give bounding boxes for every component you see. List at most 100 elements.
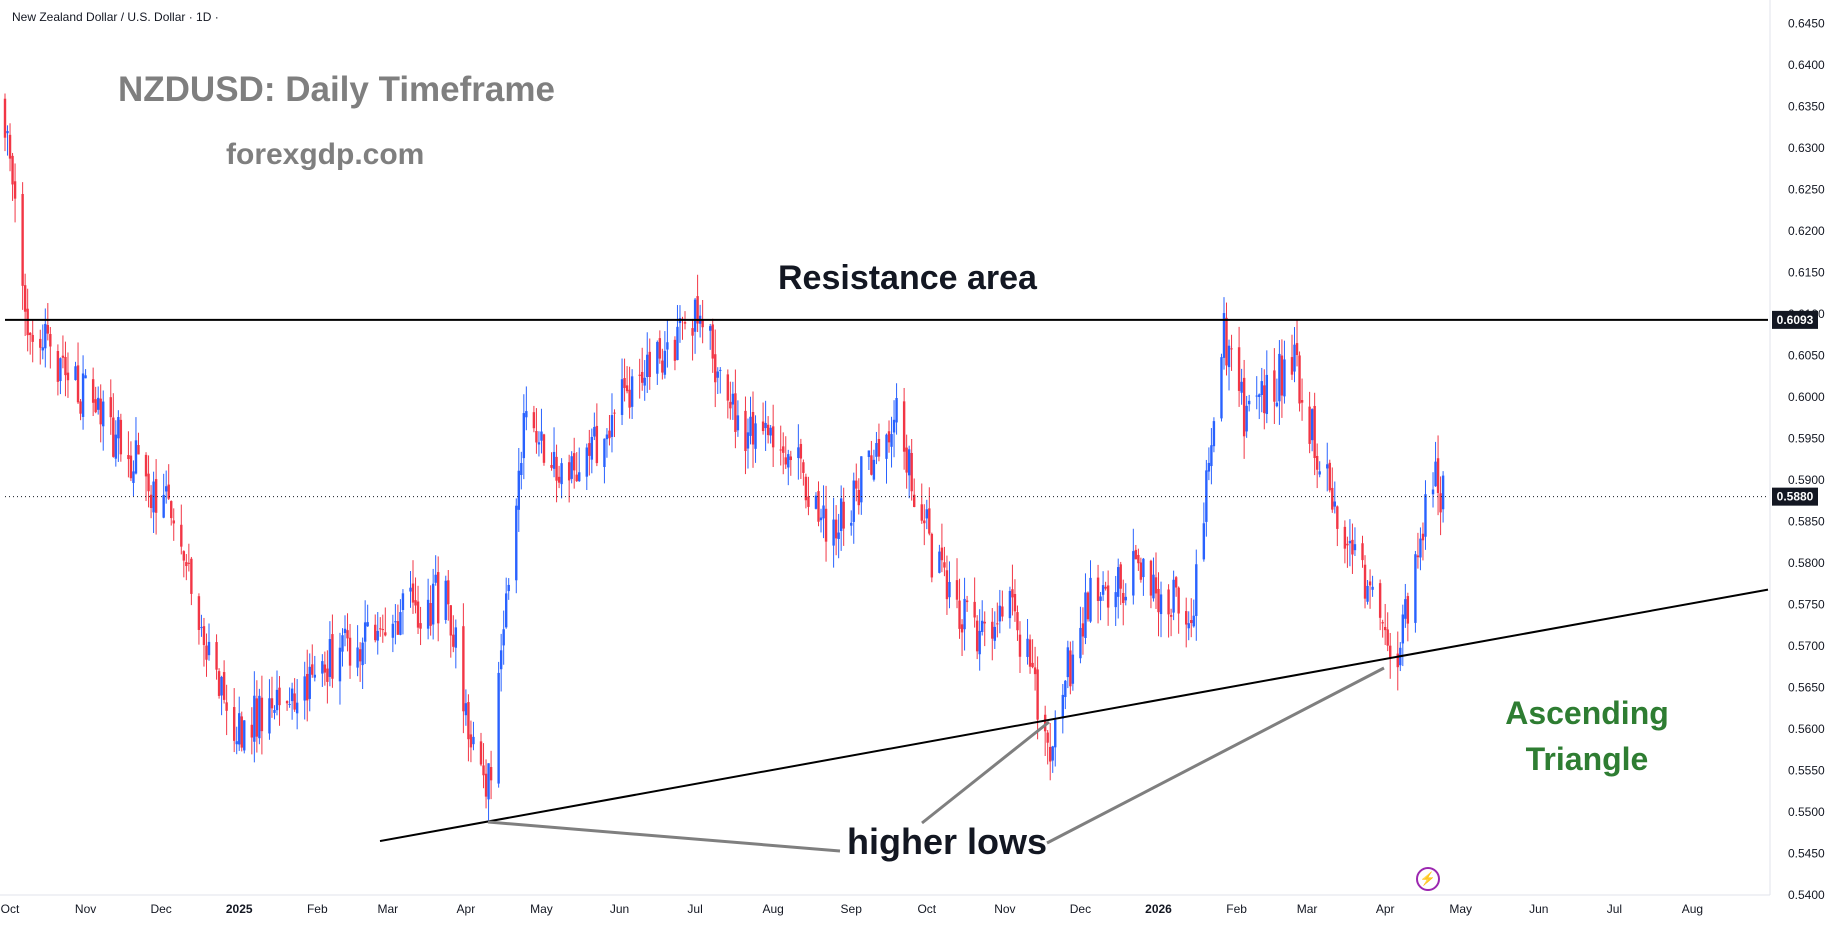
- price-tick-label: 0.5400: [1788, 888, 1825, 902]
- candle-up: [207, 623, 211, 661]
- candle-down: [449, 604, 452, 658]
- candle-up: [719, 367, 722, 394]
- candle-up: [1084, 573, 1087, 645]
- candle-down: [1313, 392, 1316, 476]
- candle-up: [892, 400, 896, 458]
- candle-down: [1104, 581, 1107, 591]
- candle-down: [1396, 631, 1399, 691]
- candle-up: [1066, 640, 1070, 689]
- candle-up: [1366, 579, 1369, 605]
- candle-up: [1414, 550, 1417, 633]
- candle-down: [751, 391, 755, 468]
- candle-up: [313, 655, 316, 682]
- candle-up: [1441, 471, 1445, 523]
- candle-up: [525, 386, 528, 431]
- candle-down: [613, 409, 616, 438]
- candle-up: [1293, 327, 1296, 383]
- candle-up: [875, 431, 878, 465]
- candle-up: [117, 410, 120, 462]
- candle-down: [112, 393, 115, 458]
- candle-down: [197, 593, 201, 645]
- candle-up: [162, 473, 165, 519]
- candle-up: [361, 637, 364, 690]
- candle-down: [154, 459, 158, 535]
- candle-up: [585, 443, 588, 491]
- candle-down: [1137, 548, 1140, 571]
- candle-up: [376, 612, 379, 655]
- candle-down: [419, 606, 422, 646]
- candle-up: [341, 628, 344, 667]
- candle-down: [144, 452, 148, 502]
- candle-up: [1222, 297, 1226, 370]
- candle-up: [797, 424, 800, 480]
- candle-up: [1265, 350, 1269, 424]
- candle-up: [1348, 519, 1352, 567]
- candle-up: [399, 599, 402, 636]
- candle-down: [628, 366, 631, 419]
- price-tick-label: 0.6350: [1788, 100, 1825, 114]
- candle-down: [260, 675, 264, 755]
- candle-down: [744, 396, 747, 475]
- candle-up: [1326, 442, 1329, 492]
- candle-down: [1378, 579, 1382, 631]
- candle-up: [1212, 417, 1216, 453]
- candle-down: [842, 487, 845, 546]
- candle-up: [394, 604, 397, 645]
- candle-down: [1389, 632, 1392, 679]
- candle-up: [754, 415, 757, 463]
- lightning-icon[interactable]: ⚡: [1416, 867, 1440, 891]
- candle-up: [1260, 367, 1263, 413]
- candle-up: [1353, 527, 1357, 557]
- candle-down: [857, 478, 860, 515]
- candle-down: [1230, 334, 1233, 371]
- candle-down: [127, 431, 130, 478]
- candle-down: [824, 485, 828, 562]
- candle-up: [578, 447, 581, 482]
- candle-down: [784, 436, 787, 470]
- candle-up: [605, 428, 609, 458]
- candle-down: [137, 432, 140, 455]
- candle-down: [1368, 569, 1372, 609]
- price-tick-label: 0.5950: [1788, 432, 1825, 446]
- candle-down: [462, 603, 465, 734]
- candle-down: [482, 743, 485, 789]
- candle-up: [819, 508, 823, 533]
- candle-down: [1119, 561, 1122, 605]
- candle-down: [1280, 339, 1284, 418]
- time-tick-label: Jul: [687, 902, 702, 916]
- candle-down: [1273, 348, 1276, 424]
- candle-up: [515, 498, 518, 594]
- candle-down: [39, 329, 42, 365]
- symbol-label[interactable]: New Zealand Dollar / U.S. Dollar · 1D ·: [12, 10, 219, 24]
- candle-down: [1122, 579, 1125, 626]
- candle-down: [555, 444, 558, 503]
- higher-low-pointer-2: [921, 720, 1050, 825]
- candle-down: [180, 504, 183, 555]
- price-tick-label: 0.5800: [1788, 556, 1825, 570]
- candle-down: [1028, 634, 1032, 674]
- candle-up: [1117, 558, 1120, 619]
- higher-lows-label: higher lows: [847, 821, 1048, 862]
- pattern-label-line2: Triangle: [1525, 741, 1649, 777]
- candle-up: [363, 600, 367, 665]
- candle-up: [1310, 408, 1314, 452]
- candle-up: [356, 625, 359, 677]
- candle-down: [348, 623, 352, 679]
- candle-down: [779, 425, 782, 466]
- candle-down: [13, 163, 17, 223]
- candle-down: [31, 320, 34, 363]
- candle-up: [867, 450, 871, 471]
- candle-up: [832, 497, 835, 568]
- price-tick-label: 0.5850: [1788, 515, 1825, 529]
- candle-down: [945, 555, 949, 615]
- candle-down: [955, 558, 959, 609]
- candle-up: [678, 305, 682, 343]
- price-tick-label: 0.6050: [1788, 349, 1825, 363]
- candle-up: [593, 412, 596, 441]
- price-tick-label: 0.6000: [1788, 390, 1825, 404]
- candle-up: [716, 367, 719, 395]
- candle-down: [187, 543, 191, 572]
- last-price-badge-label: 0.5880: [1777, 490, 1814, 504]
